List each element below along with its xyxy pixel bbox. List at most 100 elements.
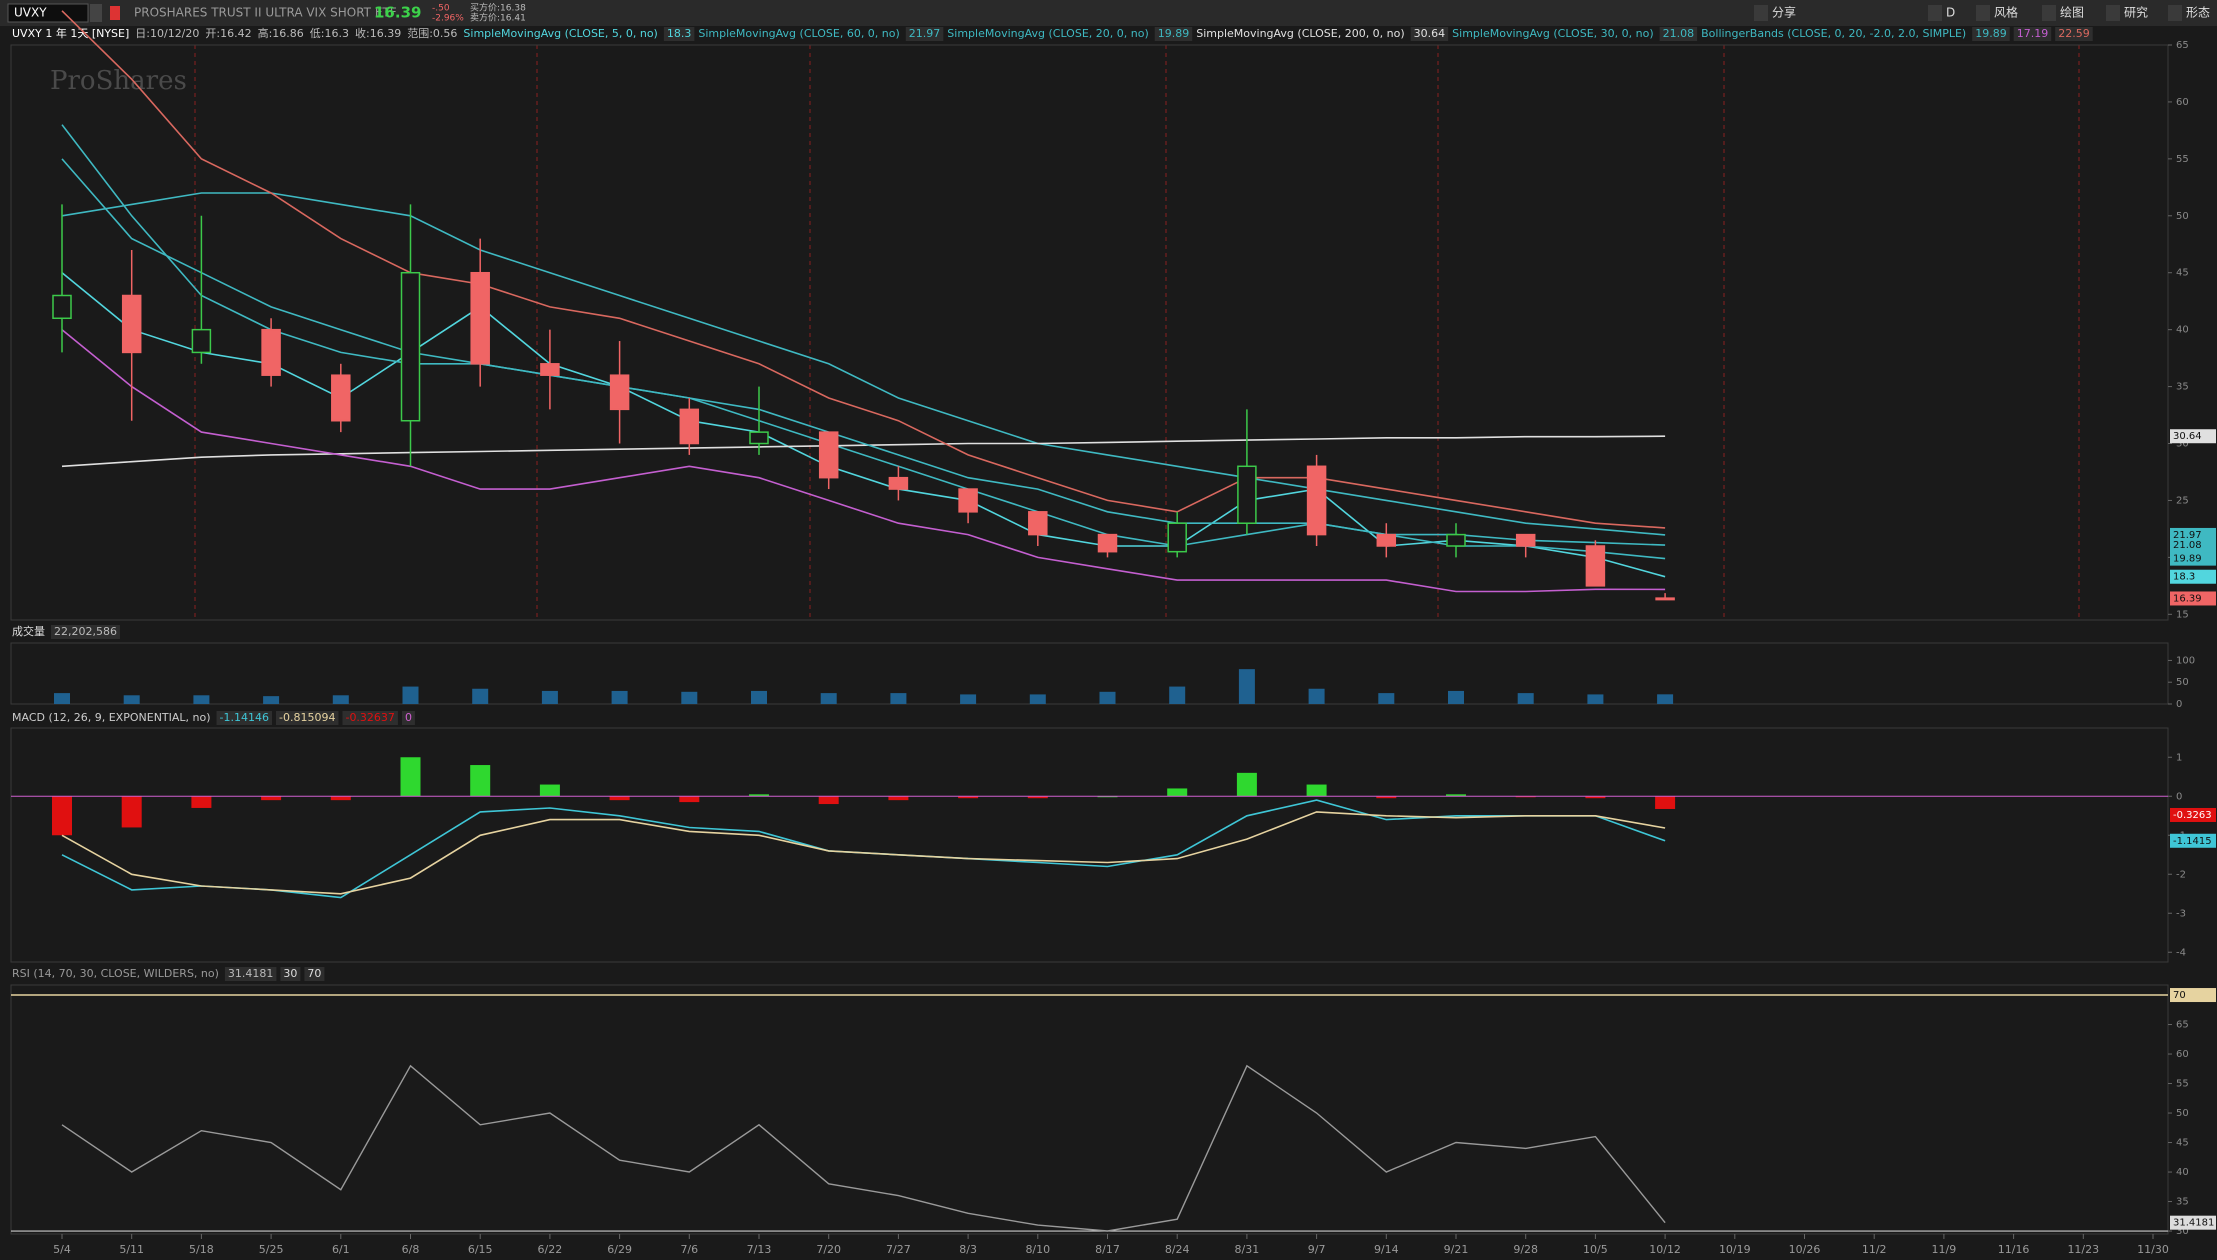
x-tick-label: 10/5 — [1583, 1243, 1608, 1256]
price-tag — [2170, 429, 2216, 444]
y-tick-label: 35 — [2176, 1197, 2189, 1208]
candle-body — [958, 488, 978, 513]
toolbar — [0, 0, 2217, 26]
candle-body — [261, 328, 281, 376]
toolbar-button[interactable] — [2042, 5, 2056, 21]
price-tag-label: 31.4181 — [2173, 1218, 2214, 1229]
toolbar-button[interactable] — [1754, 5, 1768, 21]
volume-bar — [123, 695, 140, 704]
moving-average — [61, 435, 1666, 468]
x-tick-label: 8/31 — [1235, 1243, 1260, 1256]
macd-histogram-bar — [749, 794, 769, 797]
macd-histogram-bar — [888, 796, 909, 801]
x-tick-label: 5/18 — [189, 1243, 214, 1256]
volume-bar — [890, 693, 907, 704]
x-tick-label: 11/16 — [1998, 1243, 2030, 1256]
x-tick-label: 11/30 — [2137, 1243, 2169, 1256]
value-box — [342, 711, 398, 725]
toolbar-button-label[interactable]: 风格 — [1994, 5, 2018, 20]
x-tick-label: 6/29 — [607, 1243, 632, 1256]
value-box — [1659, 27, 1698, 41]
volume-bar — [402, 686, 419, 704]
header-label: 高:16.86 — [258, 26, 304, 40]
moving-average — [61, 124, 1666, 560]
macd-histogram-bar — [1376, 796, 1397, 799]
candle-body — [749, 431, 769, 445]
symbol-dropdown[interactable] — [90, 4, 102, 22]
y-tick-label: 40 — [2176, 325, 2189, 336]
value-box — [401, 711, 415, 725]
candle-body — [1097, 533, 1118, 553]
symbol[interactable]: UVXY — [14, 6, 47, 20]
toolbar-button-label[interactable]: 形态 — [2186, 6, 2210, 20]
price-tag — [2170, 807, 2216, 822]
x-tick-label: 7/27 — [886, 1243, 911, 1256]
candle-body — [540, 363, 560, 376]
volume-bar — [1029, 694, 1046, 704]
header-value: 70 — [307, 967, 321, 980]
macd-histogram-bar — [191, 796, 212, 808]
volume-bar — [960, 694, 977, 704]
candle-body — [1515, 533, 1536, 547]
header-label: 开:16.42 — [205, 27, 251, 40]
y-tick-label: 0 — [2176, 791, 2182, 802]
value-box — [1972, 27, 2010, 41]
macd-line — [61, 811, 1666, 895]
macd-histogram-bar — [679, 796, 700, 803]
link-icon[interactable] — [110, 6, 120, 20]
macd-histogram-bar — [818, 796, 839, 805]
candle-body — [1028, 511, 1048, 536]
toolbar-button-label[interactable]: 绘图 — [2060, 5, 2084, 20]
candle-body — [191, 328, 212, 354]
volume-bar — [1169, 686, 1186, 704]
header-value: -0.32637 — [345, 711, 394, 724]
toolbar-button[interactable] — [1928, 5, 1942, 21]
x-tick-label: 7/13 — [747, 1243, 772, 1256]
macd-histogram-bar — [470, 765, 491, 797]
y-tick-label: 40 — [2176, 1167, 2189, 1178]
header-label: 成交量 — [12, 624, 45, 638]
x-tick-label: 5/4 — [53, 1243, 71, 1256]
toolbar-button-label[interactable]: 研究 — [2124, 5, 2148, 20]
y-tick-label: 0 — [2176, 699, 2182, 710]
change: -.50 — [432, 4, 450, 14]
value-box — [280, 967, 301, 981]
x-tick-label: 10/26 — [1789, 1243, 1821, 1256]
y-tick-label: 60 — [2176, 1049, 2189, 1060]
volume-bar — [1238, 669, 1255, 704]
value-box — [1410, 27, 1449, 41]
header-label: RSI (14, 70, 30, CLOSE, WILDERS, no) — [12, 967, 219, 980]
toolbar-button[interactable] — [2168, 5, 2182, 21]
price-tag — [2170, 833, 2216, 848]
toolbar-button[interactable] — [1976, 5, 1990, 21]
x-tick-label: 6/22 — [538, 1243, 563, 1256]
x-tick-label: 7/6 — [680, 1243, 698, 1256]
candle-body — [121, 294, 142, 354]
value-box — [1154, 27, 1193, 41]
candle-body — [609, 374, 630, 411]
price-tag-label: 19.89 — [2173, 554, 2202, 565]
y-tick-label: 45 — [2176, 268, 2189, 279]
macd-histogram-bar — [1027, 796, 1048, 799]
moving-average — [61, 272, 1666, 578]
header-value: 0 — [405, 711, 412, 724]
price-tag-label: 18.3 — [2173, 572, 2195, 583]
volume-bar — [1308, 688, 1325, 704]
y-tick-label: 30 — [2176, 1226, 2189, 1237]
volume-bar — [54, 693, 70, 704]
ask: 卖方价:16.41 — [470, 12, 526, 24]
macd-histogram-bar — [400, 757, 421, 797]
toolbar-button[interactable] — [2106, 5, 2120, 21]
value-box — [304, 967, 325, 981]
x-tick-label: 8/10 — [1025, 1243, 1050, 1256]
volume-bar — [1099, 691, 1116, 704]
value-box — [276, 711, 339, 725]
y-tick-label: 55 — [2176, 154, 2189, 165]
volume-bar — [193, 695, 210, 704]
toolbar-button-label[interactable]: 分享 — [1772, 5, 1796, 20]
header-value: 30 — [283, 967, 297, 980]
price-tag-label: 16.39 — [2173, 593, 2202, 604]
toolbar-button-label[interactable]: D — [1946, 6, 1955, 20]
header-value: 18.3 — [667, 27, 692, 40]
